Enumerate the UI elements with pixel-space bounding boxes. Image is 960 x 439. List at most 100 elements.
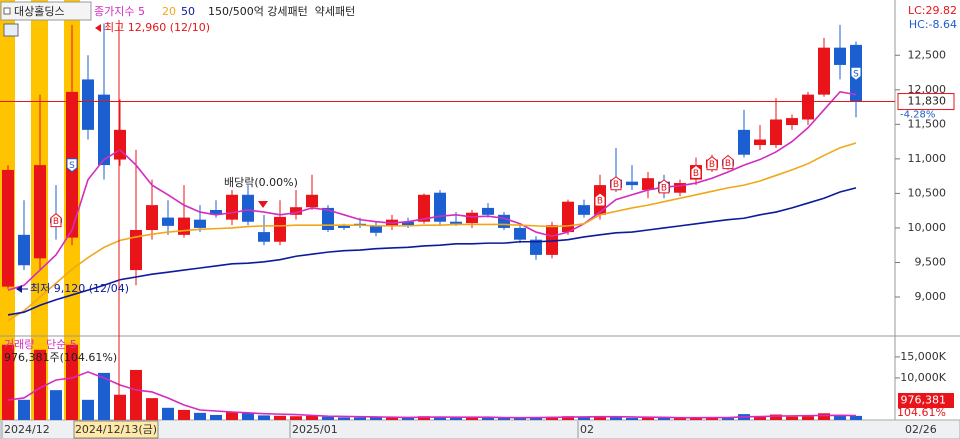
y-tick-label: 11,000 <box>908 152 947 165</box>
signal-marker <box>610 176 622 191</box>
y-tick-label: 10,500 <box>908 186 947 199</box>
volume-bar <box>482 417 494 420</box>
volume-bar <box>578 417 590 420</box>
volume-bar <box>626 417 638 420</box>
volume-bar <box>130 369 142 420</box>
y-tick-label: 10,000K <box>900 371 946 384</box>
candle-body <box>450 221 462 224</box>
candle-body <box>274 216 286 242</box>
current-date: 02/26 <box>905 423 937 436</box>
low-arrow <box>16 285 22 293</box>
volume-bar <box>34 349 46 420</box>
volume-bar <box>242 412 254 420</box>
volume-bar <box>354 417 366 420</box>
candle-body <box>370 225 382 233</box>
volume-bar <box>594 416 606 420</box>
y-tick-label: 9,500 <box>915 255 947 268</box>
y-tick-label: 15,000K <box>900 350 946 363</box>
candle-body <box>418 194 430 222</box>
volume-bar <box>498 417 510 420</box>
last-volume-box <box>898 393 954 408</box>
y-tick-label: 9,000 <box>915 290 947 303</box>
candle-body <box>34 165 46 259</box>
candle-body <box>18 234 30 266</box>
symbol-icon[interactable] <box>3 7 11 15</box>
symbol-box[interactable] <box>0 1 92 21</box>
y-tick-label: 12,500 <box>908 48 947 61</box>
volume-bar <box>770 414 782 420</box>
signal-label: B <box>725 159 731 169</box>
candle-body <box>242 194 254 222</box>
x-tick-label: 2024/12 <box>4 423 50 436</box>
candle-body <box>530 239 542 255</box>
candle-body <box>258 232 270 242</box>
candle-body <box>834 47 846 65</box>
volume-bar <box>706 417 718 420</box>
candle-body <box>306 194 318 208</box>
volume-bar <box>322 416 334 420</box>
candle-body <box>754 139 766 146</box>
candle-body <box>194 219 206 228</box>
legend-ma20: 20 <box>162 5 176 18</box>
candle-body <box>786 118 798 126</box>
volume-bar <box>802 416 814 420</box>
last-change: -4.28% <box>900 110 935 121</box>
symbol-name[interactable]: 대상홀딩스 <box>14 5 65 18</box>
volume-bar <box>210 414 222 420</box>
volume-bar <box>434 416 446 420</box>
candle-body <box>738 129 750 155</box>
table-icon[interactable] <box>3 23 19 37</box>
candle-body <box>114 129 126 160</box>
lc-label: LC:29.82 <box>908 4 957 17</box>
volume-bar <box>306 415 318 420</box>
y-tick-label: 11,500 <box>908 117 947 130</box>
volume-bar <box>402 417 414 420</box>
volume-bar <box>786 416 798 420</box>
volume-bar <box>658 417 670 420</box>
crosshair-label: 2024/12/13(금) <box>75 423 157 436</box>
volume-bar <box>546 416 558 420</box>
volume-bar <box>2 344 14 420</box>
volume-bar <box>386 417 398 420</box>
signal-marker <box>50 213 62 228</box>
candle-body <box>130 230 142 271</box>
candle-body <box>434 192 446 222</box>
signal-label: S <box>69 161 75 171</box>
volume-ma-legend: 단순 5 <box>46 338 77 351</box>
high-annotation: 최고 12,960 (12/10) <box>104 21 210 34</box>
candle-body <box>642 178 654 190</box>
candle-body <box>402 221 414 226</box>
volume-bar <box>290 416 302 420</box>
candle-body <box>466 212 478 224</box>
volume-bar <box>530 417 542 420</box>
signal-label: B <box>53 217 59 227</box>
last-price-box <box>897 93 955 111</box>
signal-marker <box>66 158 78 173</box>
high-arrow <box>95 24 101 32</box>
candle-body <box>546 225 558 255</box>
volume-bar <box>562 416 574 420</box>
candle-body <box>290 207 302 215</box>
volume-bar <box>258 415 270 420</box>
y-tick-label: 10,000 <box>908 221 947 234</box>
last-price-label: 11,830 <box>908 95 947 108</box>
candle-body <box>498 214 510 228</box>
volume-bar <box>850 415 862 420</box>
volume-bar <box>514 417 526 420</box>
candle-body <box>818 47 830 95</box>
signal-label: B <box>693 169 699 179</box>
volume-ma <box>7 371 857 419</box>
candle-body <box>2 169 14 287</box>
volume-bar <box>162 407 174 420</box>
candle-body <box>578 205 590 215</box>
moving-average <box>7 91 857 291</box>
volume-bar <box>178 409 190 420</box>
candle-body <box>210 209 222 215</box>
volume-bar <box>82 399 94 420</box>
signal-marker <box>690 164 702 179</box>
candle-body <box>562 201 574 233</box>
candle-body <box>482 207 494 215</box>
volume-bar <box>418 416 430 420</box>
candle-body <box>674 183 686 193</box>
